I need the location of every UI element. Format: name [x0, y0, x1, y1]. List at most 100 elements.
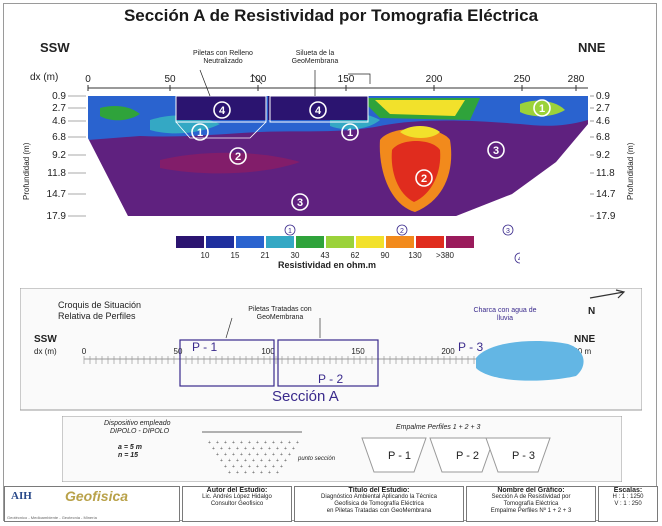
depth-tick-label-right: 9.2 — [596, 150, 610, 161]
depth-tick-label-left: 0.9 — [52, 91, 66, 102]
croquis-right-direction: NNE — [574, 334, 596, 345]
grafico-line3: Empalme Perfiles Nº 1 + 2 + 3 — [490, 508, 572, 514]
pseudo-point: + — [244, 458, 247, 464]
logo-aih: AIH — [11, 490, 32, 502]
zone-marker-circle — [341, 123, 359, 141]
zone-marker-label: 1 — [347, 127, 353, 139]
croquis-tratadas: Piletas Tratadas con GeoMembrana — [248, 306, 312, 321]
zone-marker-label: 4 — [315, 105, 322, 117]
legend-swatches — [176, 236, 474, 248]
pseudo-section: + + + + + + + + + + + ++ + + + + + + + + + ++ + + + + + + + + ++ + + + + + +… — [202, 431, 302, 476]
pseudo-point: + — [220, 458, 223, 464]
pseudo-point: + — [260, 470, 263, 476]
pseudo-point: + — [236, 470, 239, 476]
escala-line1: H : 1 : 1250 — [612, 494, 644, 500]
empalme-p2: P - 2 — [456, 450, 480, 462]
pseudo-point: + — [280, 440, 283, 446]
section-left-direction: SSW — [40, 40, 70, 55]
legend-swatch — [326, 236, 354, 248]
autor-line2: Consultor Geofisico — [210, 501, 264, 507]
depth-tick-label-right: 6.8 — [596, 132, 610, 143]
pseudo-point: + — [236, 446, 239, 452]
zone-marker-label: 3 — [297, 197, 303, 209]
pseudo-point: + — [244, 470, 247, 476]
croquis-tick-label: 0 — [82, 347, 87, 356]
croquis-tick-label: 50 — [174, 347, 183, 356]
legend-marker-label: 1 — [288, 228, 292, 235]
zone-marker-circle — [291, 193, 309, 211]
pseudo-point: + — [212, 446, 215, 452]
zone-marker-circle — [309, 101, 327, 119]
depth-tick-label-left: 4.6 — [52, 116, 66, 127]
pseudo-point: + — [252, 458, 255, 464]
zone-marker-label: 2 — [235, 151, 241, 163]
pseudo-point: + — [232, 464, 235, 470]
pseudo-point: + — [284, 446, 287, 452]
titulo-line2: Geofisica de Tomografía Eléctrica — [334, 501, 424, 507]
pseudo-point: + — [260, 458, 263, 464]
legend-marker-circle — [284, 224, 296, 236]
dx-ticks: 0 50 100 150 200 250 280 — [85, 74, 585, 91]
section-right-direction: NNE — [578, 40, 606, 55]
depth-tick-label-left: 17.9 — [47, 211, 67, 222]
seccion-label: Sección A — [272, 388, 339, 405]
profile-label-p1: P - 1 — [192, 340, 218, 354]
zone-marker-label: 1 — [197, 127, 203, 139]
resistivity-legend: 10 15 21 30 43 62 90 130 >380 1 2 3 4 — [176, 224, 520, 264]
pseudo-point: + — [264, 464, 267, 470]
north-label: N — [588, 306, 596, 317]
legend-swatch — [266, 236, 294, 248]
footer-titulo-cell: Título del Estudio: Diagnóstico Ambienta… — [294, 486, 464, 522]
legend-marker-label: 2 — [400, 228, 404, 235]
pseudo-point: + — [228, 446, 231, 452]
depth-tick-label-left: 6.8 — [52, 132, 66, 143]
dispositivo-line1: Dispositivo empleado — [104, 420, 171, 427]
zone-marker-circle — [487, 141, 505, 159]
pseudo-point: + — [276, 446, 279, 452]
dispositivo-panel: + + + + + + + + + + + ++ + + + + + + + + + ++ + + + + + + + + ++ + + + + + +… — [62, 416, 622, 482]
titulo-line1: Diagnóstico Ambiental Aplicando la Técni… — [321, 494, 437, 500]
dispositivo-n: n = 15 — [118, 452, 139, 459]
dx-tick-label: 100 — [250, 74, 267, 85]
zone-marker-circle — [415, 169, 433, 187]
depth-ticks-left: 0.92.7 4.6 6.8 9.2 11.8 14.7 17.9 — [47, 91, 86, 222]
legend-marker-circle — [502, 224, 514, 236]
legend-caption: Resistividad en ohm.m — [278, 260, 377, 270]
legend-swatch — [386, 236, 414, 248]
pseudo-point: + — [276, 470, 279, 476]
depth-label-right: Profundidad (m) — [626, 142, 635, 200]
pseudo-point: + — [256, 464, 259, 470]
pseudo-point: + — [276, 458, 279, 464]
dispositivo-empalme: Empalme Perfiles 1 + 2 + 3 — [396, 424, 481, 431]
zone-marker-label: 4 — [219, 105, 226, 117]
pseudo-point: + — [248, 452, 251, 458]
croquis-tick-label: 100 — [261, 347, 275, 356]
zone-marker-label: 3 — [493, 145, 499, 157]
depth-tick-label-right: 11.8 — [596, 168, 615, 179]
pseudo-point: + — [216, 452, 219, 458]
pseudo-point: + — [260, 446, 263, 452]
depth-tick-label-right: 4.6 — [596, 116, 610, 127]
legend-value-label: 30 — [291, 251, 300, 260]
legend-value-label: 15 — [231, 251, 240, 260]
croquis-tick-label: 280 m — [569, 347, 592, 356]
section-dx-label: dx (m) — [30, 72, 59, 83]
footer: AIH Geofisica Geotécnico - Medioambiente… — [4, 486, 658, 522]
profile-box-p1 — [179, 339, 275, 387]
pseudo-point: + — [280, 464, 283, 470]
profile-box-p2 — [277, 339, 379, 387]
depth-label-left: Profundidad (m) — [22, 142, 31, 200]
pseudo-point: + — [236, 458, 239, 464]
pseudo-point: + — [224, 440, 227, 446]
depth-tick-label-left: 11.8 — [47, 168, 66, 179]
legend-marker-circle — [396, 224, 408, 236]
pseudo-point: + — [296, 440, 299, 446]
pseudo-point: + — [272, 452, 275, 458]
depth-tick-label-right: 17.9 — [596, 211, 616, 222]
zone-marker-circle — [533, 99, 551, 117]
grafico-line1: Sección A de Resistividad por — [491, 494, 571, 500]
legend-swatch — [296, 236, 324, 248]
pseudo-point: + — [224, 464, 227, 470]
dx-tick-label: 0 — [85, 74, 91, 85]
depth-tick-label-right: 0.9 — [596, 91, 610, 102]
